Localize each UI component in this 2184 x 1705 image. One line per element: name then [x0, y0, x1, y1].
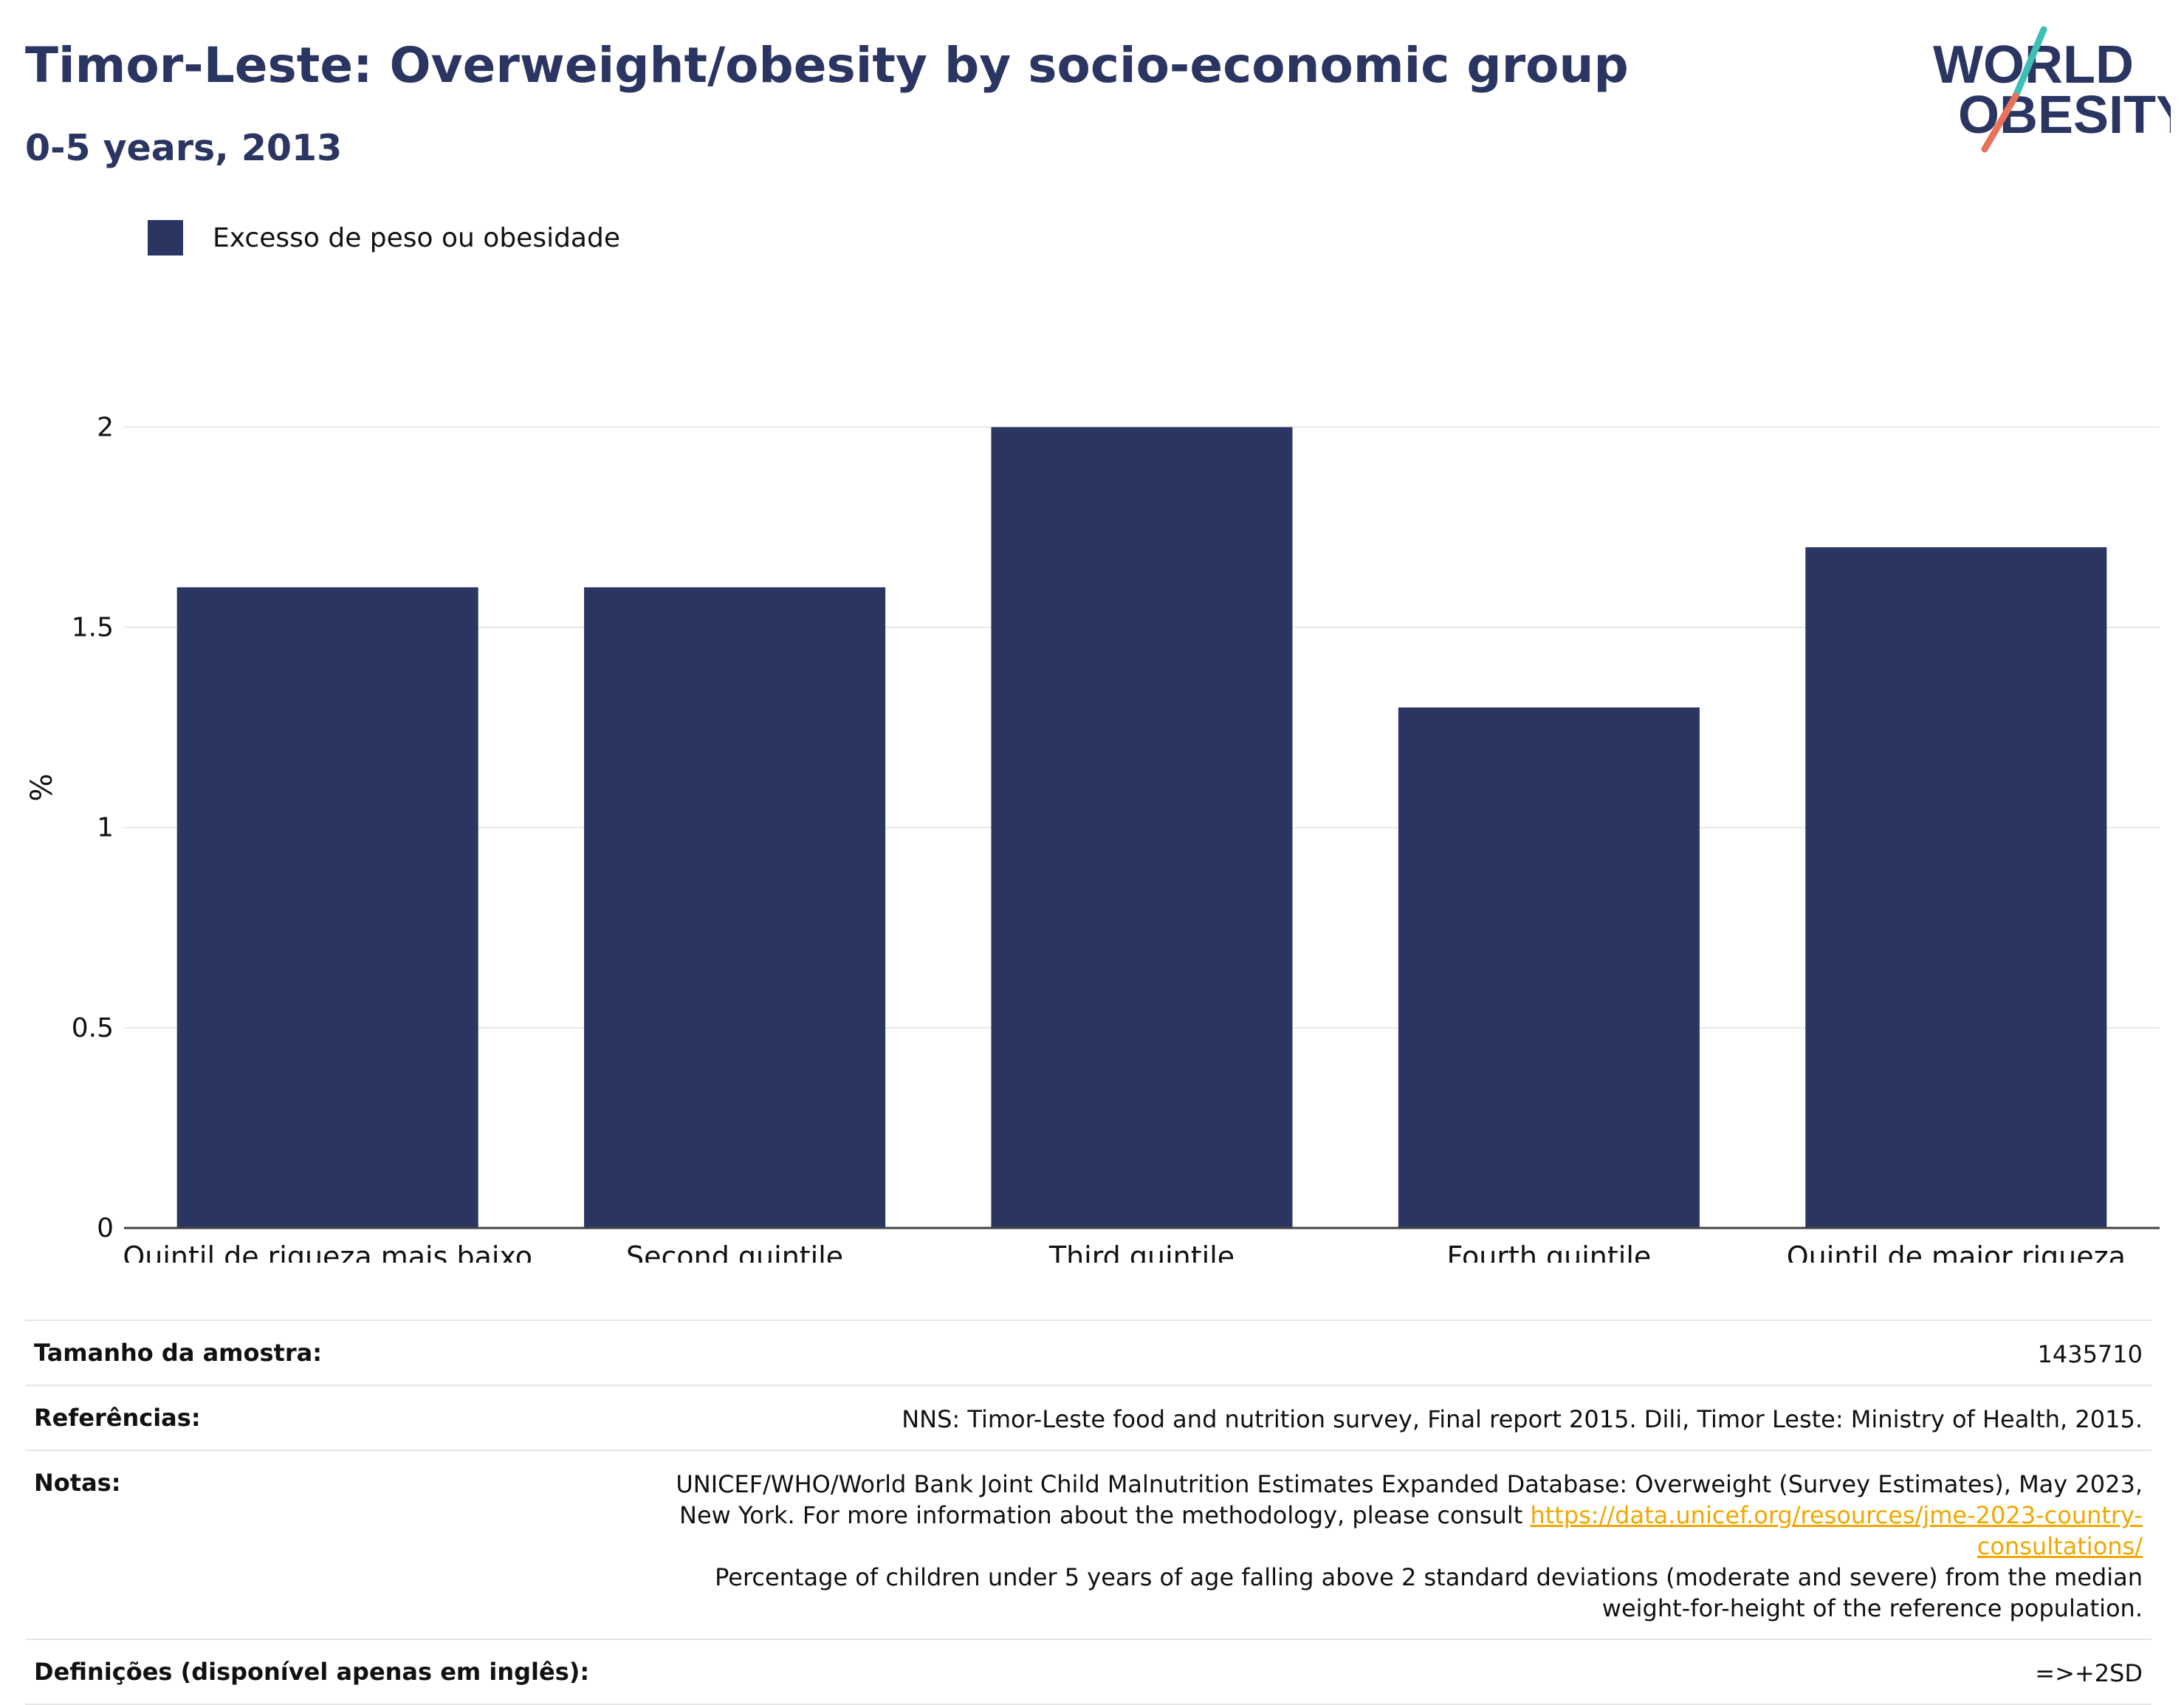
definitions-row: Definições (disponível apenas em inglês)… — [25, 1639, 2152, 1705]
y-tick-label: 1.5 — [72, 613, 114, 643]
legend-label: Excesso de peso ou obesidade — [213, 222, 620, 253]
references-label: Referências: — [34, 1404, 201, 1432]
definitions-label: Definições (disponível apenas em inglês)… — [34, 1658, 590, 1686]
bar — [1805, 547, 2107, 1228]
notes-row: Notas: UNICEF/WHO/World Bank Joint Child… — [25, 1450, 2152, 1639]
sample-size-label: Tamanho da amostra: — [34, 1339, 322, 1367]
references-row: Referências: NNS: Timor-Leste food and n… — [25, 1385, 2152, 1450]
chart-title: Timor-Leste: Overweight/obesity by socio… — [25, 37, 1629, 94]
logo-slash-top — [2012, 26, 2047, 100]
chart-subtitle: 0-5 years, 2013 — [25, 127, 343, 169]
definitions-value: =>+2SD — [2035, 1659, 2143, 1687]
references-value: NNS: Timor-Leste food and nutrition surv… — [902, 1405, 2143, 1433]
bar — [176, 587, 478, 1228]
notes-link[interactable]: https://data.unicef.org/resources/jme-20… — [1530, 1501, 2143, 1560]
notes-value: UNICEF/WHO/World Bank Joint Child Malnut… — [622, 1469, 2143, 1624]
notes-label: Notas: — [34, 1469, 121, 1497]
y-tick-label: 0.5 — [72, 1013, 114, 1043]
logo-slash-bottom — [1981, 92, 2019, 153]
world-obesity-logo: WORLD OBESITY — [1933, 26, 2171, 153]
logo-text-world: WORLD — [1933, 35, 2134, 95]
y-axis-title: % — [25, 773, 59, 801]
bar-chart: 0 0.5 1 1.5 2% Quintil de riqueza mais baixo S… — [25, 412, 2160, 1263]
x-tick-label: Quintil de riqueza mais baixo — [123, 1241, 532, 1263]
bar — [584, 587, 886, 1228]
x-tick-label: Quintil de maior riqueza — [1787, 1241, 2126, 1263]
y-tick-label: 2 — [97, 412, 114, 442]
notes-text-2: Percentage of children under 5 years of … — [715, 1563, 2143, 1622]
x-tick-label: Third quintile — [1048, 1241, 1234, 1263]
x-tick-label: Second quintile — [626, 1241, 843, 1263]
bar — [991, 427, 1293, 1228]
x-tick-label: Fourth quintile — [1447, 1241, 1652, 1263]
y-tick-label: 0 — [97, 1213, 114, 1243]
bar — [1398, 707, 1700, 1228]
legend-swatch — [148, 220, 183, 255]
sample-size-row: Tamanho da amostra: 1435710 — [25, 1320, 2152, 1385]
y-tick-label: 1 — [97, 813, 114, 843]
legend[interactable]: Excesso de peso ou obesidade — [148, 220, 620, 255]
sample-size-value: 1435710 — [2037, 1340, 2143, 1368]
metadata-table: Tamanho da amostra: 1435710 Referências:… — [25, 1320, 2152, 1705]
notes-text: UNICEF/WHO/World Bank Joint Child Malnut… — [676, 1470, 2143, 1529]
